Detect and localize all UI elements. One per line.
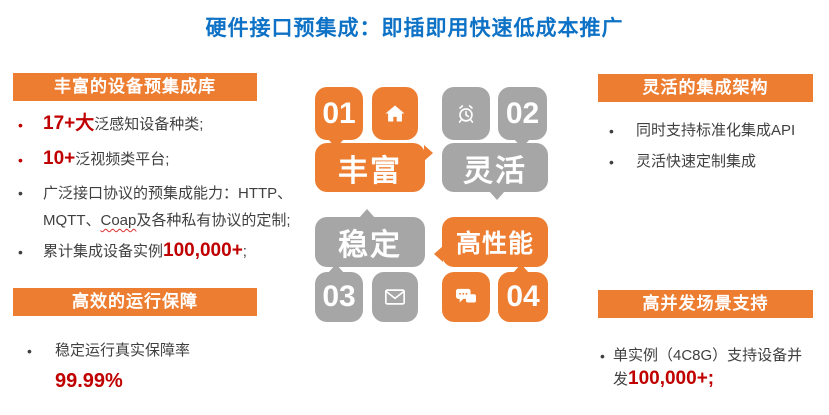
quadrant-3-icon-badge	[372, 272, 418, 322]
bullet-dot: •	[609, 123, 614, 139]
quadrant-4-label-block: 高性能	[434, 217, 548, 267]
home-icon	[383, 102, 407, 126]
list-item: • 累计集成设备实例100,000+;	[13, 241, 297, 263]
quadrant-label: 稳定	[338, 229, 402, 262]
bubble-tail	[328, 264, 344, 273]
list-item-text: 广泛接口协议的预集成能力：HTTP、MQTT、Coap及各种私有协议的定制;	[43, 185, 293, 229]
quadrant-diagram: 01 丰富 02	[315, 87, 548, 323]
quadrant-3-number-badge: 03	[315, 264, 363, 322]
bullet-dot: •	[18, 152, 23, 168]
bullet-dot: •	[18, 185, 23, 201]
alarm-clock-icon	[455, 103, 477, 125]
list-item: • 灵活快速定制集成	[598, 151, 818, 173]
bubble-tail	[513, 264, 529, 273]
bubble-tail	[434, 246, 443, 262]
bullet-dot: •	[18, 117, 23, 133]
list-item: • 稳定运行真实保障率	[13, 340, 297, 362]
list-item: • 10+泛视频类平台;	[13, 149, 297, 171]
quadrant-2-number-badge: 02	[498, 87, 547, 148]
bullet-dot: •	[27, 343, 32, 359]
quadrant-label: 灵活	[463, 154, 527, 188]
quadrant-number: 01	[322, 96, 356, 130]
quadrant-4-number-badge: 04	[498, 264, 548, 322]
quadrant-2-icon-badge	[442, 87, 490, 140]
bubble-tail	[359, 209, 375, 218]
quadrant-1-label-block: 丰富	[315, 143, 433, 192]
list-item-text: 灵活快速定制集成	[636, 153, 757, 170]
list-item-text: 同时支持标准化集成API	[636, 122, 796, 139]
high-concurrency-list: • 单实例（4C8G）支持设备并发100,000+;	[598, 344, 810, 392]
list-item-text: 稳定运行真实保障率	[55, 342, 191, 359]
bullet-dot: •	[18, 244, 23, 260]
quadrant-1-number-badge: 01	[315, 87, 363, 148]
bubble-tail	[489, 191, 505, 200]
device-library-list: • 17+大泛感知设备种类; • 10+泛视频类平台; • 广泛接口协议的预集成…	[13, 108, 297, 263]
chat-bubbles-icon	[454, 287, 478, 307]
quadrant-number: 04	[506, 280, 540, 313]
list-item: • 17+大泛感知设备种类;	[13, 114, 297, 136]
list-item-text: 累计集成设备实例100,000+;	[43, 240, 247, 261]
list-item: • 广泛接口协议的预集成能力：HTTP、MQTT、Coap及各种私有协议的定制;	[13, 180, 297, 234]
bubble-tail	[424, 145, 433, 161]
quadrant-number: 03	[322, 280, 356, 313]
header-run-guarantee: 高效的运行保障	[13, 288, 257, 316]
quadrant-label: 丰富	[338, 154, 402, 188]
quadrant-4-icon-badge	[442, 272, 490, 322]
quadrant-3-label-block: 稳定	[315, 209, 425, 267]
integration-arch-list: • 同时支持标准化集成API • 灵活快速定制集成	[598, 120, 818, 182]
availability-value: 99.99%	[55, 370, 123, 392]
page-title: 硬件接口预集成：即插即用快速低成本推广	[205, 17, 624, 40]
list-item: • 单实例（4C8G）支持设备并发100,000+;	[598, 344, 810, 392]
quadrant-label: 高性能	[455, 230, 534, 258]
envelope-icon	[384, 288, 406, 306]
list-item: • 同时支持标准化集成API	[598, 120, 818, 142]
header-high-concurrency: 高并发场景支持	[598, 290, 813, 318]
quadrant-1-icon-badge	[372, 87, 418, 140]
list-item-text: 10+泛视频类平台;	[43, 148, 170, 169]
header-device-library: 丰富的设备预集成库	[13, 73, 257, 101]
run-guarantee-list: • 稳定运行真实保障率 99.99%	[13, 340, 297, 392]
list-item-text: 17+大泛感知设备种类;	[43, 113, 204, 134]
quadrant-number: 02	[505, 96, 540, 130]
header-integration-arch: 灵活的集成架构	[598, 74, 813, 102]
spellcheck-underline: Coap	[100, 212, 137, 229]
bullet-dot: •	[600, 348, 605, 364]
bullet-dot: •	[609, 154, 614, 170]
quadrant-2-label-block: 灵活	[442, 143, 548, 200]
list-item-text: 单实例（4C8G）支持设备并发100,000+;	[613, 347, 803, 389]
